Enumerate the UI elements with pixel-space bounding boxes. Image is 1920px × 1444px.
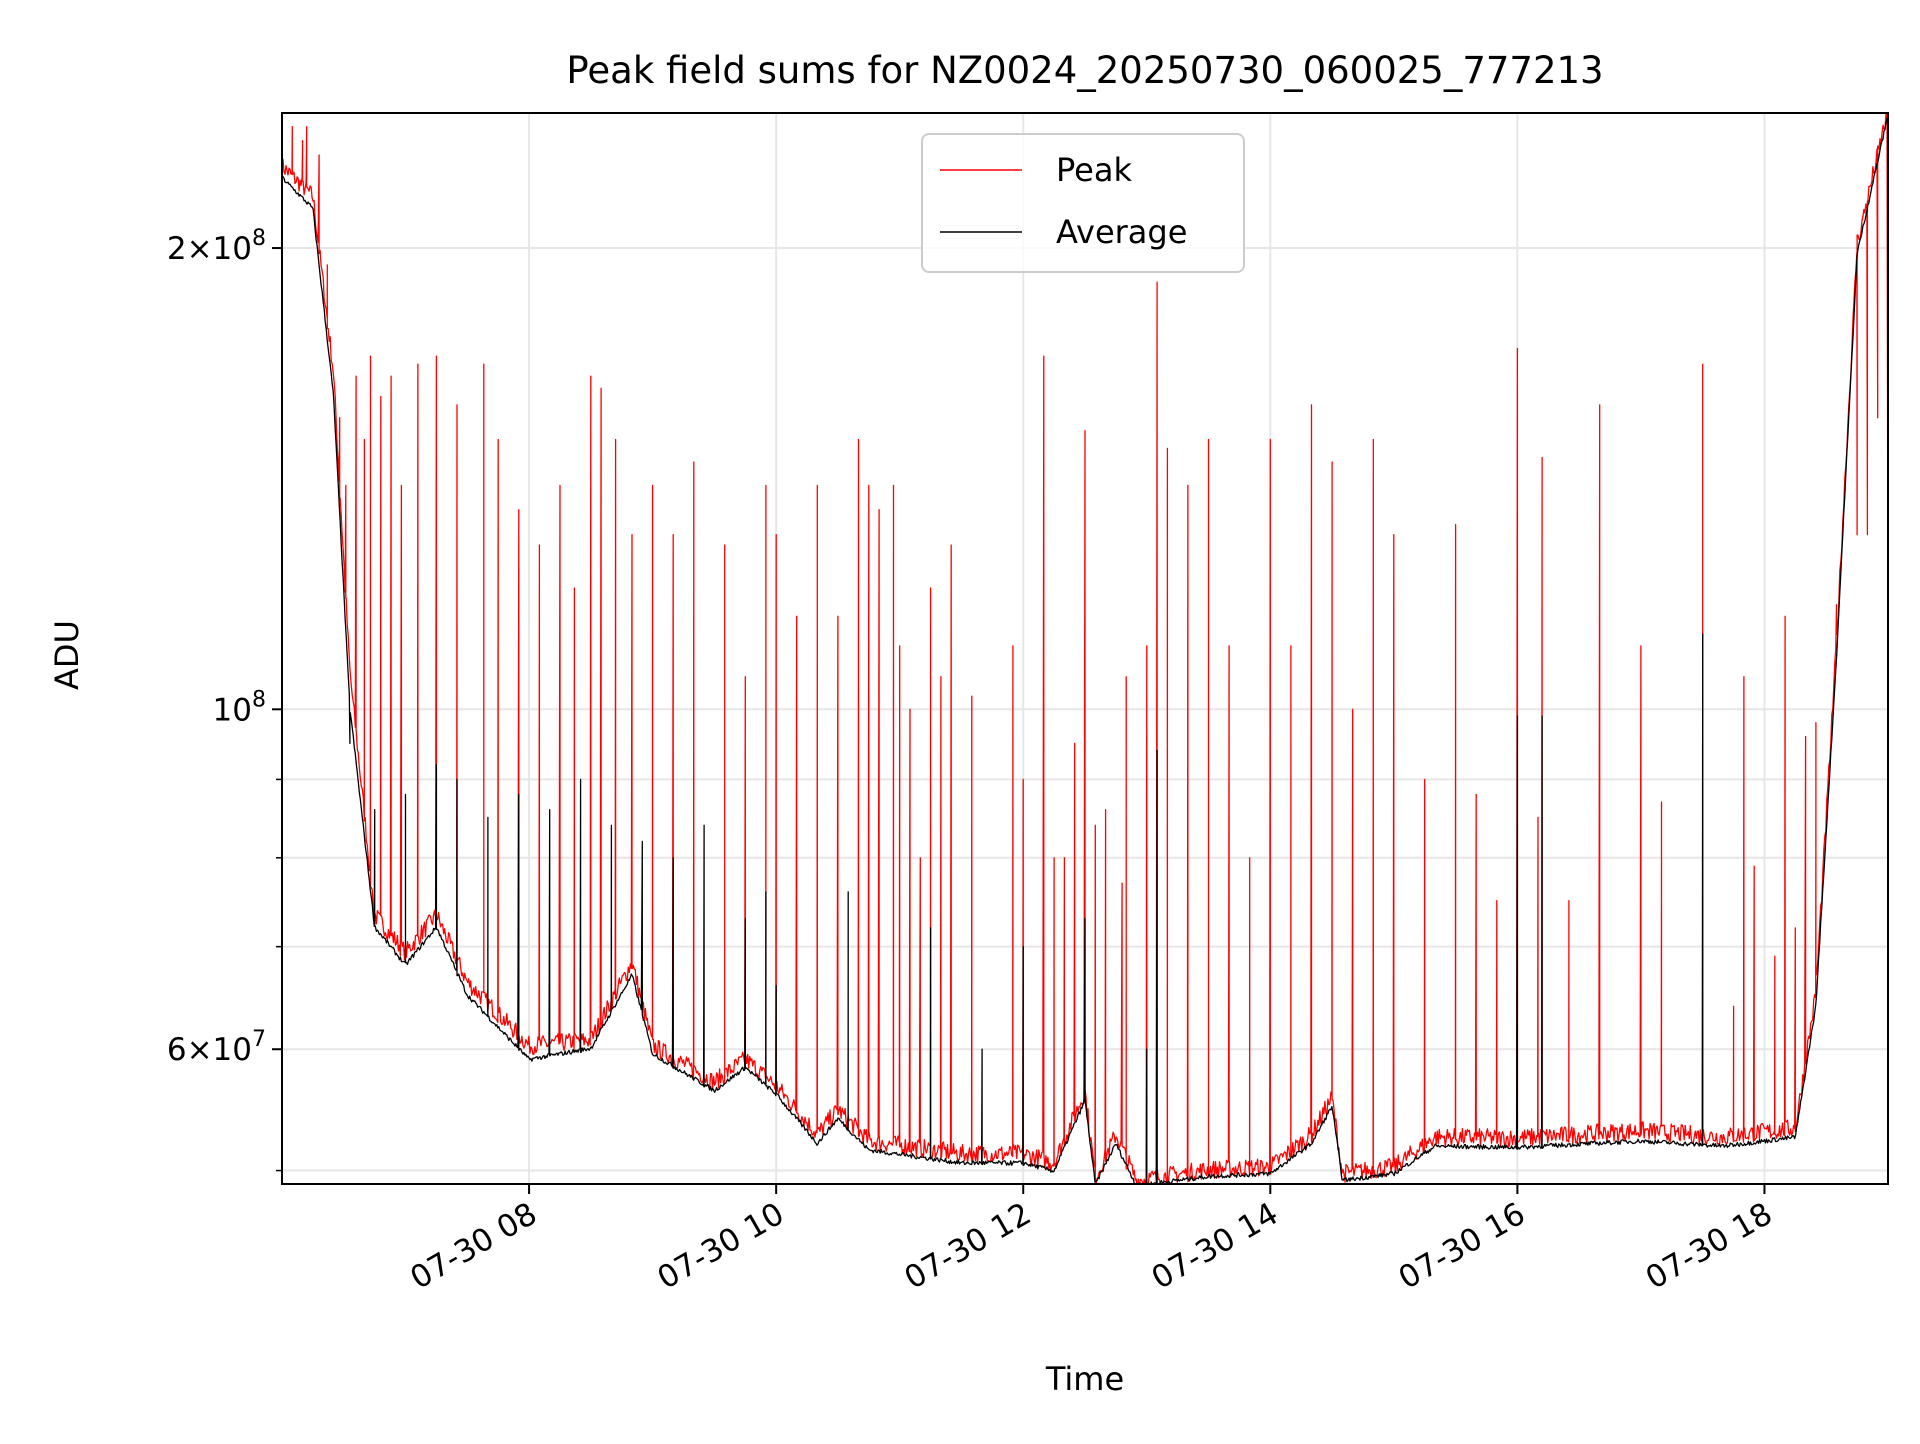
y-tick-label: 2×108 xyxy=(167,226,266,267)
legend-box xyxy=(921,133,1245,273)
y-tick-label-exponent: 8 xyxy=(252,226,266,251)
y-axis-label: ADU xyxy=(48,620,86,690)
legend-average-label: Average xyxy=(1056,213,1187,251)
axes-frame xyxy=(281,112,1889,1185)
y-tick-label: 108 xyxy=(213,687,266,728)
y-tick-label-exponent: 8 xyxy=(252,687,266,712)
series-layer xyxy=(282,113,1888,1184)
series-line-average xyxy=(282,116,1888,1184)
chart-title: Peak field sums for NZ0024_20250730_0600… xyxy=(566,49,1603,92)
legend-peak-label: Peak xyxy=(1056,151,1132,189)
legend: Peak Average xyxy=(921,133,1245,273)
y-tick-label-exponent: 7 xyxy=(252,1027,266,1052)
x-axis-label: Time xyxy=(1045,1360,1124,1398)
y-tick-label-base: 6×10 xyxy=(167,1032,252,1068)
y-tick-label: 6×107 xyxy=(167,1027,266,1068)
series-line-peak xyxy=(282,113,1888,1184)
y-tick-label-base: 10 xyxy=(213,692,252,728)
y-tick-label-base: 2×10 xyxy=(167,231,252,267)
